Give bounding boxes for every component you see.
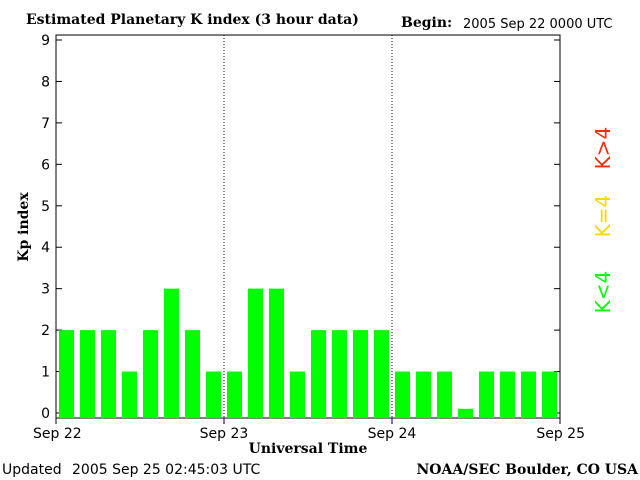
plot-frame <box>55 34 561 419</box>
y-axis: 0 1 2 3 4 5 6 7 8 9 <box>41 33 560 422</box>
kp-bar <box>353 330 368 418</box>
y-tick-label: 3 <box>41 282 50 298</box>
kp-bar <box>374 330 389 418</box>
source-credit: NOAA/SEC Boulder, CO USA <box>417 462 640 478</box>
x-axis-title: Universal Time <box>249 441 368 457</box>
day-separators <box>223 35 393 418</box>
x-tick-label: Sep 25 <box>536 426 585 442</box>
kp-bar <box>269 288 284 418</box>
kp-bar <box>185 330 200 418</box>
y-tick-label: 4 <box>41 240 50 256</box>
y-tick-label: 9 <box>41 33 50 49</box>
begin-label: Begin: <box>401 15 452 31</box>
kp-bar <box>311 330 326 418</box>
updated-label: Updated <box>2 462 62 478</box>
kp-bar <box>521 371 536 418</box>
chart-title: Estimated Planetary K index (3 hour data… <box>26 12 359 28</box>
legend-k-greater-4: K>4 <box>591 127 615 170</box>
legend-k-equal-4: K=4 <box>591 195 615 238</box>
kp-bar <box>290 371 305 418</box>
y-tick-label: 6 <box>41 157 50 173</box>
updated-value: 2005 Sep 25 02:45:03 UTC <box>72 462 260 478</box>
kp-bar <box>479 371 494 418</box>
bars <box>59 288 557 418</box>
kp-bar <box>143 330 158 418</box>
kp-bar <box>122 371 137 418</box>
kp-bar <box>164 288 179 418</box>
x-axis: Sep 22 Sep 23 Sep 24 Sep 25 <box>33 418 585 442</box>
x-tick-label: Sep 23 <box>200 426 249 442</box>
kp-bar <box>458 408 473 418</box>
kp-bar <box>248 288 263 418</box>
kp-bar <box>542 371 557 418</box>
kp-bar <box>437 371 452 418</box>
y-tick-label: 1 <box>41 365 50 381</box>
kp-bar <box>395 371 410 418</box>
kp-bar <box>500 371 515 418</box>
x-tick-label: Sep 24 <box>368 426 417 442</box>
kp-bar <box>101 330 116 418</box>
y-axis-title: Kp index <box>16 192 32 262</box>
y-tick-label: 7 <box>41 116 50 132</box>
legend-k-less-4: K<4 <box>591 271 615 314</box>
kp-bar <box>227 371 242 418</box>
y-tick-label: 5 <box>41 199 50 215</box>
y-tick-label: 0 <box>41 406 50 422</box>
kp-bar <box>206 371 221 418</box>
kp-bar <box>332 330 347 418</box>
kp-bar <box>80 330 95 418</box>
kp-bar <box>59 330 74 418</box>
y-tick-label: 2 <box>41 323 50 339</box>
y-tick-label: 8 <box>41 74 50 90</box>
x-tick-label: Sep 22 <box>33 426 82 442</box>
kp-bar <box>416 371 431 418</box>
begin-value: 2005 Sep 22 0000 UTC <box>463 17 613 32</box>
